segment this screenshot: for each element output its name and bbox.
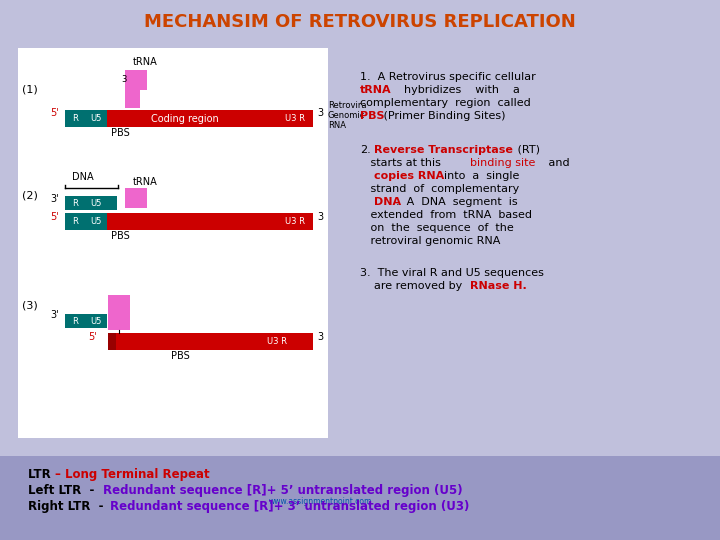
Text: U5: U5 [90, 199, 102, 207]
Text: (Primer Binding Sites): (Primer Binding Sites) [380, 111, 505, 121]
Bar [65, 213, 85, 230]
Bar [65, 314, 85, 328]
Bar [108, 333, 313, 350]
Text: R: R [72, 316, 78, 326]
Text: PBS: PBS [111, 128, 130, 138]
Text: Retrovira: Retrovira [328, 101, 366, 110]
Text: (2): (2) [22, 190, 38, 200]
Bar [86, 210, 89, 213]
Bar [65, 110, 313, 127]
Text: 3: 3 [317, 332, 323, 342]
Bar [65, 213, 313, 230]
Bar [125, 188, 147, 208]
Text: strand  of  complementary: strand of complementary [360, 184, 519, 194]
Text: R: R [72, 217, 78, 226]
Text: Reverse Transcriptase: Reverse Transcriptase [374, 145, 513, 155]
Text: on  the  sequence  of  the: on the sequence of the [360, 223, 514, 233]
Text: R: R [72, 199, 78, 207]
Text: Redundant sequence [R]+ 5’ untranslated region (U5): Redundant sequence [R]+ 5’ untranslated … [103, 484, 463, 497]
Text: RNase H.: RNase H. [470, 281, 527, 291]
Text: starts at this: starts at this [360, 158, 444, 168]
Text: 3': 3' [50, 310, 58, 320]
Text: and: and [545, 158, 570, 168]
Text: U5: U5 [90, 316, 102, 326]
Text: tRNA: tRNA [133, 57, 158, 67]
Text: Redundant sequence [R]+ 3’ untranslated region (U3): Redundant sequence [R]+ 3’ untranslated … [110, 500, 469, 513]
Bar [79, 210, 82, 213]
Bar [0, 456, 720, 540]
Text: into  a  single: into a single [437, 171, 519, 181]
Text: Coding region: Coding region [151, 113, 219, 124]
Text: U5: U5 [90, 114, 102, 123]
Text: U3 R: U3 R [267, 337, 287, 346]
Bar [85, 196, 107, 210]
Text: 3': 3' [50, 194, 58, 204]
Bar [100, 210, 103, 213]
Text: LTR: LTR [28, 468, 55, 481]
Text: MECHANSIM OF RETROVIRUS REPLICATION: MECHANSIM OF RETROVIRUS REPLICATION [144, 13, 576, 31]
Text: complementary  region  called: complementary region called [360, 98, 531, 108]
Text: 5': 5' [88, 332, 96, 342]
Text: copies RNA: copies RNA [374, 171, 444, 181]
Text: www.assignmentpoint.com: www.assignmentpoint.com [269, 497, 372, 506]
Text: 2.: 2. [360, 145, 371, 155]
Text: .  A  DNA  segment  is: . A DNA segment is [396, 197, 518, 207]
Text: (1): (1) [22, 85, 37, 95]
Bar [114, 210, 117, 213]
Bar [85, 213, 107, 230]
Text: U3 R: U3 R [285, 114, 305, 123]
Bar [18, 48, 328, 438]
Text: PBS: PBS [171, 351, 189, 361]
Text: 3: 3 [317, 212, 323, 222]
Text: Left LTR  -: Left LTR - [28, 484, 99, 497]
Text: Right LTR  -: Right LTR - [28, 500, 107, 513]
Text: DNA: DNA [72, 172, 94, 182]
Text: RNA: RNA [328, 121, 346, 130]
Text: 5': 5' [50, 212, 59, 222]
Bar [85, 110, 107, 127]
Text: R: R [72, 114, 78, 123]
Text: 3: 3 [121, 75, 127, 84]
Text: – Long Terminal Repeat: – Long Terminal Repeat [55, 468, 210, 481]
Text: extended  from  tRNA  based: extended from tRNA based [360, 210, 532, 220]
Text: (3): (3) [22, 300, 37, 310]
Bar [108, 333, 116, 350]
Text: U5: U5 [90, 217, 102, 226]
Bar [125, 90, 140, 108]
Bar [65, 196, 117, 210]
Bar [125, 70, 147, 90]
Text: tRNA: tRNA [133, 177, 158, 187]
Bar [107, 210, 110, 213]
Text: hybridizes    with    a: hybridizes with a [390, 85, 520, 95]
Text: are removed by: are removed by [360, 281, 466, 291]
Text: 3.  The viral R and U5 sequences: 3. The viral R and U5 sequences [360, 268, 544, 278]
Text: PBS: PBS [360, 111, 384, 121]
Bar [72, 210, 75, 213]
Bar [93, 210, 96, 213]
Text: 1.  A Retrovirus specific cellular: 1. A Retrovirus specific cellular [360, 72, 536, 82]
Text: PBS: PBS [111, 231, 130, 241]
Bar [65, 110, 85, 127]
Bar [85, 314, 107, 328]
Text: DNA: DNA [374, 197, 401, 207]
Text: retroviral genomic RNA: retroviral genomic RNA [360, 236, 500, 246]
Text: Genomic: Genomic [328, 111, 365, 120]
Text: binding site: binding site [470, 158, 536, 168]
Bar [108, 295, 130, 330]
Text: (RT): (RT) [514, 145, 540, 155]
Text: 3: 3 [317, 108, 323, 118]
Text: 5': 5' [50, 108, 59, 118]
Bar [65, 210, 68, 213]
Text: tRNA: tRNA [360, 85, 392, 95]
Text: U3 R: U3 R [285, 217, 305, 226]
